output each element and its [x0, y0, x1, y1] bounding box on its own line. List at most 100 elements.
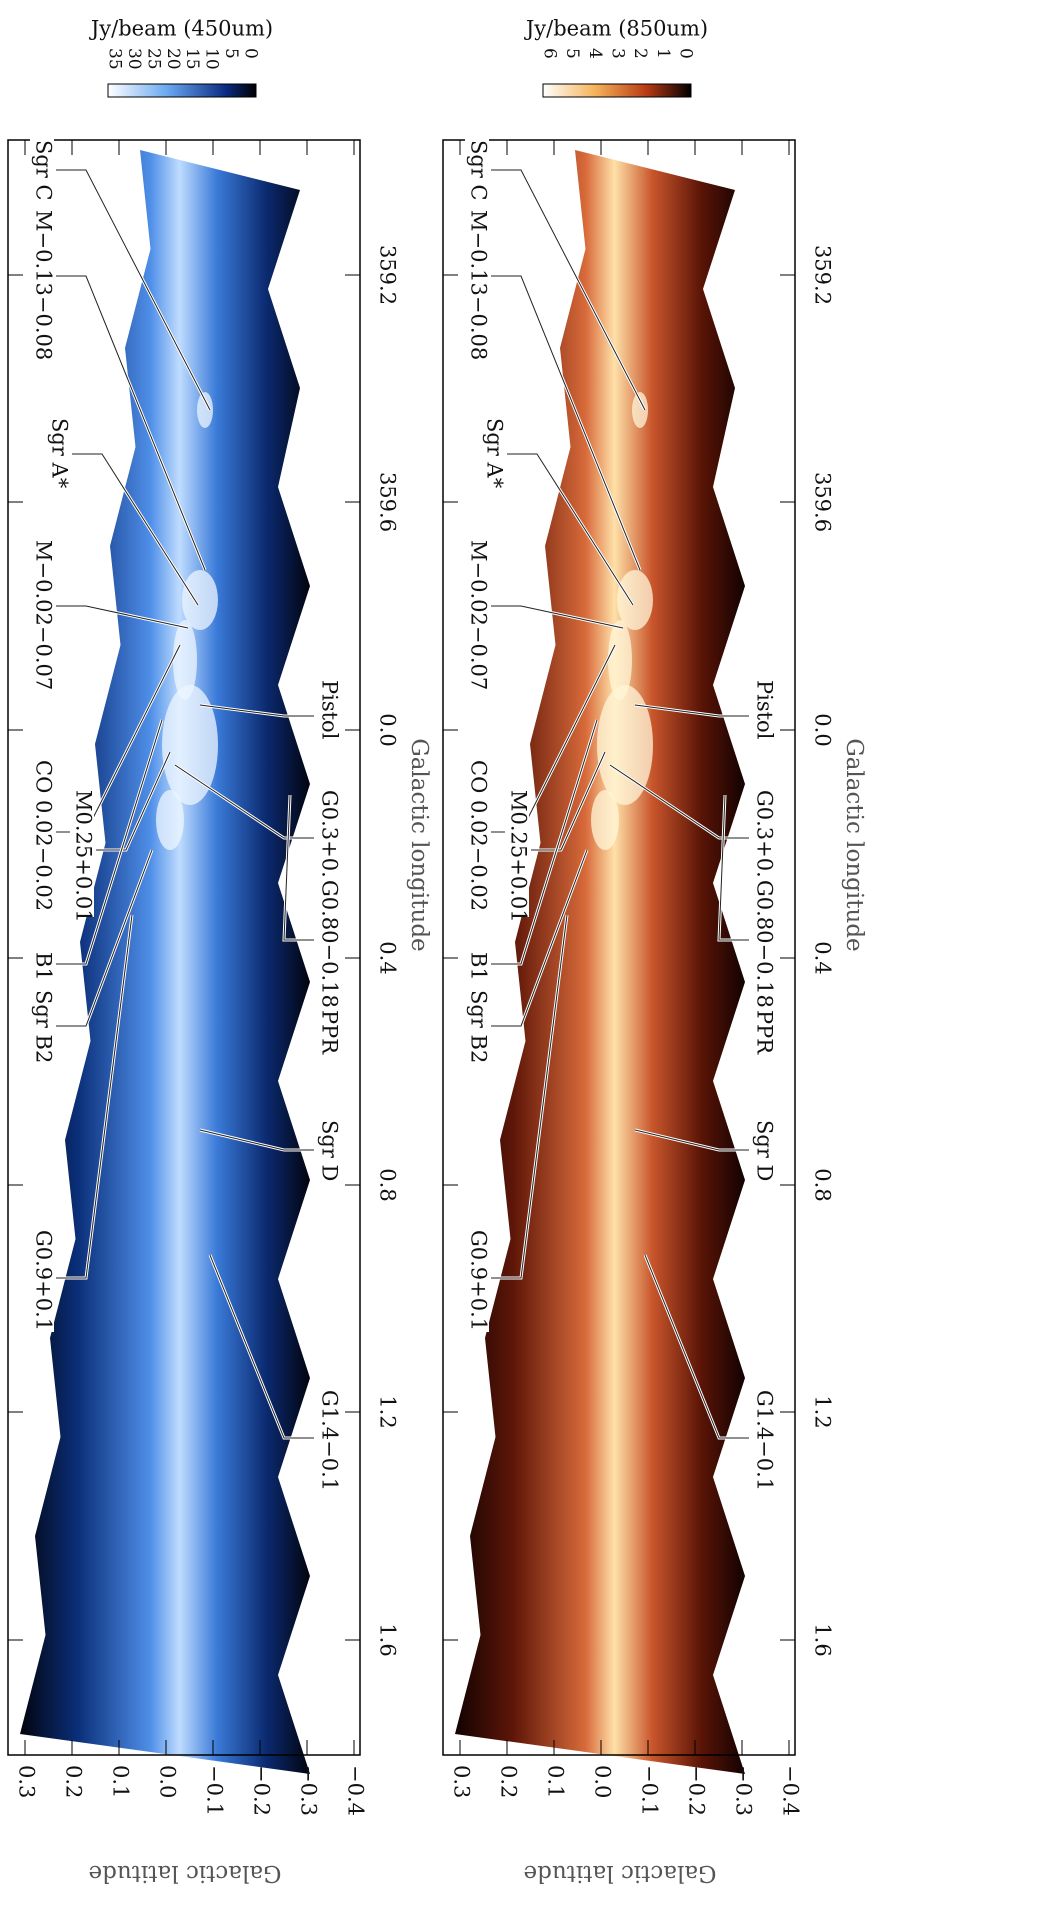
bright-region [182, 570, 218, 630]
annotation: Sgr C [32, 140, 56, 201]
leader-line [56, 605, 189, 629]
annotation: CO 0.02−0.02 [32, 760, 56, 911]
annotation: M0.25+0.01 [507, 790, 531, 923]
label-bg [30, 138, 54, 205]
label-bg [465, 1228, 489, 1332]
annotation: Sgr D [753, 1120, 777, 1181]
latitude-tick-label: 0.0 [156, 1765, 180, 1798]
leader-line [531, 751, 606, 851]
annotation: Pistol [318, 680, 342, 740]
leader-line [507, 453, 634, 606]
label-bg [465, 138, 489, 205]
colorbar-tick-label: 0 [676, 48, 696, 59]
label-bg [30, 950, 54, 979]
label-bg [316, 878, 340, 1007]
colorbar-tick-label: 15 [182, 48, 202, 70]
colorbar-tick-label: 5 [562, 48, 582, 59]
annotation: Pistol [753, 680, 777, 740]
latitude-tick-label: 0.1 [544, 1765, 568, 1798]
annotation: B1 [467, 952, 491, 981]
annotation: PPR [318, 1010, 342, 1055]
label-bg [30, 758, 54, 912]
label-bg [465, 988, 489, 1067]
panel: Jy/beam (850um) 6 5 4 3 2 1 0 0.3 0.2 0.1 0.0 −0.1 −0… [442, 17, 867, 1886]
annotation: M0.25+0.01 [72, 790, 96, 923]
leader-line [491, 605, 624, 629]
leader-line [199, 1129, 314, 1151]
latitude-tick-label: −0.2 [685, 1765, 709, 1816]
leader-line [72, 453, 199, 606]
annotation: G0.9+0.1 [32, 1230, 56, 1331]
colorbar-tick-label: 1 [653, 48, 673, 59]
label-bg [465, 758, 489, 912]
leader-line [96, 751, 171, 851]
y-axis-label: Galactic latitude [524, 1860, 717, 1886]
bright-region [173, 620, 197, 700]
longitude-tick-label: 359.2 [811, 245, 835, 305]
label-bg [30, 988, 54, 1067]
label-bg [751, 878, 775, 1007]
longitude-tick-label: 0.4 [811, 941, 835, 974]
label-bg [316, 678, 340, 757]
colorbar [107, 83, 257, 98]
colorbar-tick-label: 2 [630, 48, 650, 59]
annotation: G0.3+0.0 [753, 790, 777, 891]
leader-line [634, 1129, 749, 1151]
label-bg [316, 1388, 340, 1492]
longitude-tick-label: 1.6 [811, 1623, 835, 1656]
colorbar-tick-label: 6 [540, 48, 560, 59]
leader-line [209, 1254, 314, 1439]
annotation: Sgr B2 [467, 990, 491, 1063]
leader-line [718, 794, 749, 941]
longitude-tick-label: 359.6 [376, 472, 400, 532]
label-bg [30, 208, 54, 350]
leader-line [491, 719, 598, 965]
annotation: Sgr A* [48, 418, 72, 489]
leader-line [56, 914, 133, 1279]
latitude-tick-label: −0.1 [638, 1765, 662, 1816]
panel: Jy/beam (450um) 35 30 25 20 15 10 5 0 0.3 0.2 0.1 0.… [7, 17, 432, 1886]
label-bg [465, 950, 489, 979]
bright-region [162, 685, 218, 805]
annotation: G1.4−0.1 [753, 1390, 777, 1491]
latitude-tick-label: 0.1 [109, 1765, 133, 1798]
leader-line [491, 169, 646, 411]
colorbar-tick-label: 35 [105, 48, 125, 70]
label-bg [751, 1388, 775, 1492]
latitude-tick-label: 0.2 [497, 1765, 521, 1798]
latitude-tick-label: −0.4 [779, 1765, 803, 1816]
leader-line [491, 275, 641, 571]
longitude-tick-label: 0.4 [376, 941, 400, 974]
bright-region [597, 685, 653, 805]
label-bg [505, 788, 529, 917]
bright-region [617, 570, 653, 630]
colorbar-tick-label: 5 [221, 48, 241, 59]
frame [442, 139, 796, 1756]
annotation: Sgr D [318, 1120, 342, 1181]
colorbar-tick-label: 20 [163, 48, 183, 70]
longitude-tick-label: 0.0 [811, 713, 835, 746]
label-bg [751, 678, 775, 757]
longitude-tick-label: 0.0 [376, 713, 400, 746]
label-bg [751, 1008, 775, 1050]
x-axis-label: Galactic longitude [841, 738, 867, 951]
latitude-tick-label: −0.1 [203, 1765, 227, 1816]
colorbar-tick-label: 25 [143, 48, 163, 70]
latitude-tick-label: 0.2 [62, 1765, 86, 1798]
bright-region [156, 790, 184, 850]
label-bg [751, 788, 775, 892]
colorbar-label: Jy/beam (850um) [524, 17, 708, 41]
longitude-tick-label: 1.2 [811, 1395, 835, 1428]
x-axis-label: Galactic longitude [406, 738, 432, 951]
annotation: PPR [753, 1010, 777, 1055]
colorbar-label: Jy/beam (450um) [89, 17, 273, 41]
annotation: B1 [32, 952, 56, 981]
leader-line [491, 914, 568, 1279]
annotation: Sgr A* [483, 418, 507, 489]
annotation: CO 0.02−0.02 [467, 760, 491, 911]
annotation: G0.3+0.0 [318, 790, 342, 891]
colorbar-tick-label: 10 [202, 48, 222, 70]
annotation: M−0.13−0.08 [32, 210, 56, 360]
